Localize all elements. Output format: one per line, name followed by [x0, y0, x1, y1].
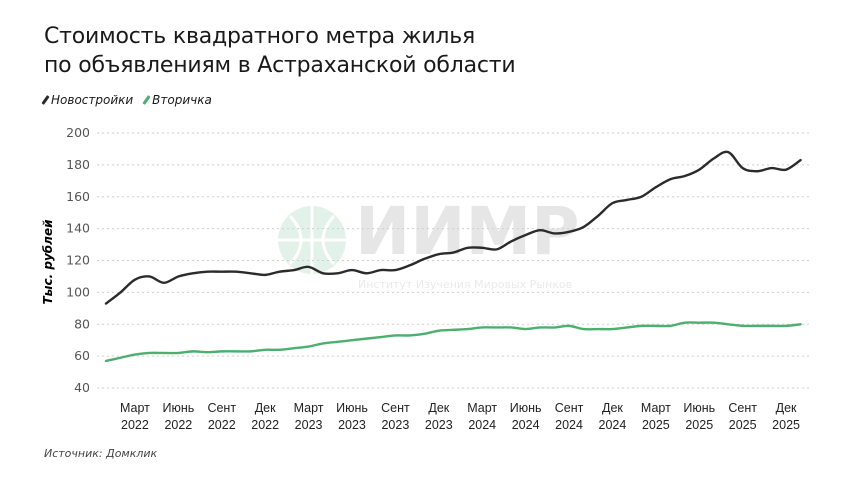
y-tick-label: 180 [66, 157, 90, 172]
x-tick-label-month: Июнь [683, 401, 715, 415]
x-tick-label-month: Дек [776, 401, 797, 415]
x-tick-label-year: 2024 [599, 418, 627, 432]
y-tick-label: 100 [66, 284, 90, 299]
x-tick-label-month: Дек [255, 401, 276, 415]
x-tick-label-month: Март [467, 401, 497, 415]
x-tick-label-year: 2022 [121, 418, 149, 432]
y-tick-label: 160 [66, 189, 90, 204]
x-tick-label-year: 2025 [642, 418, 670, 432]
x-tick-label-month: Дек [428, 401, 449, 415]
legend-label-secondary: Вторичка [152, 93, 212, 107]
x-tick-label-month: Март [641, 401, 671, 415]
grid [97, 132, 812, 389]
y-axis-label: Тыс. рублей [41, 219, 55, 305]
x-tick-label-year: 2024 [555, 418, 583, 432]
watermark: ИИМР Институт Изучения Мировых Рынков [278, 193, 580, 291]
x-tick-label-month: Дек [602, 401, 623, 415]
y-tick-label: 80 [74, 316, 90, 331]
x-tick-label-month: Июнь [162, 401, 194, 415]
y-tick-label: 120 [66, 253, 90, 268]
y-tick-label: 140 [66, 221, 90, 236]
x-tick-label-year: 2023 [338, 418, 366, 432]
legend-item-new: Новостройки [41, 93, 134, 107]
x-tick-label-year: 2025 [685, 418, 713, 432]
x-tick-label-month: Март [294, 401, 324, 415]
x-tick-label-month: Сент [728, 401, 757, 415]
source-note: Источник: Домклик [44, 447, 158, 460]
x-tick-label-year: 2025 [729, 418, 757, 432]
title-line-1: Стоимость квадратного метра жилья [44, 24, 476, 49]
watermark-subtitle: Институт Изучения Мировых Рынков [358, 278, 572, 291]
legend-label-new: Новостройки [51, 93, 134, 107]
x-tick-label-month: Сент [207, 401, 236, 415]
series-line-secondary [104, 321, 802, 363]
x-tick-label-month: Сент [381, 401, 410, 415]
x-tick-label-year: 2024 [468, 418, 496, 432]
x-tick-label-month: Март [120, 401, 150, 415]
x-tick-label-month: Сент [555, 401, 584, 415]
x-tick-label-year: 2023 [425, 418, 453, 432]
x-tick-label-year: 2024 [512, 418, 540, 432]
x-tick-label-year: 2023 [295, 418, 323, 432]
x-tick-label-year: 2022 [251, 418, 279, 432]
x-tick-label-year: 2022 [164, 418, 192, 432]
y-axis-ticks: 40 60 80 100 120 140 160 180 200 [66, 125, 90, 395]
series-lines [104, 150, 802, 363]
x-tick-label-year: 2023 [381, 418, 409, 432]
y-tick-label: 200 [66, 125, 90, 140]
x-axis-ticks: Март 2022 Июнь 2022 Сент 2022 Дек 2022 Март 2023 И… [120, 401, 800, 432]
legend-item-secondary: Вторичка [142, 93, 212, 107]
legend: Новостройки Вторичка [41, 93, 212, 107]
x-tick-label-month: Июнь [510, 401, 542, 415]
x-tick-label-year: 2025 [772, 418, 800, 432]
x-tick-label-year: 2022 [208, 418, 236, 432]
y-tick-label: 40 [74, 380, 90, 395]
title-line-2: по объявлениям в Астраханской области [44, 53, 516, 78]
x-tick-label-month: Июнь [336, 401, 368, 415]
watermark-globe-lines [278, 206, 346, 274]
chart-title: Стоимость квадратного метра жилья по объ… [44, 22, 516, 80]
y-tick-label: 60 [74, 348, 90, 363]
